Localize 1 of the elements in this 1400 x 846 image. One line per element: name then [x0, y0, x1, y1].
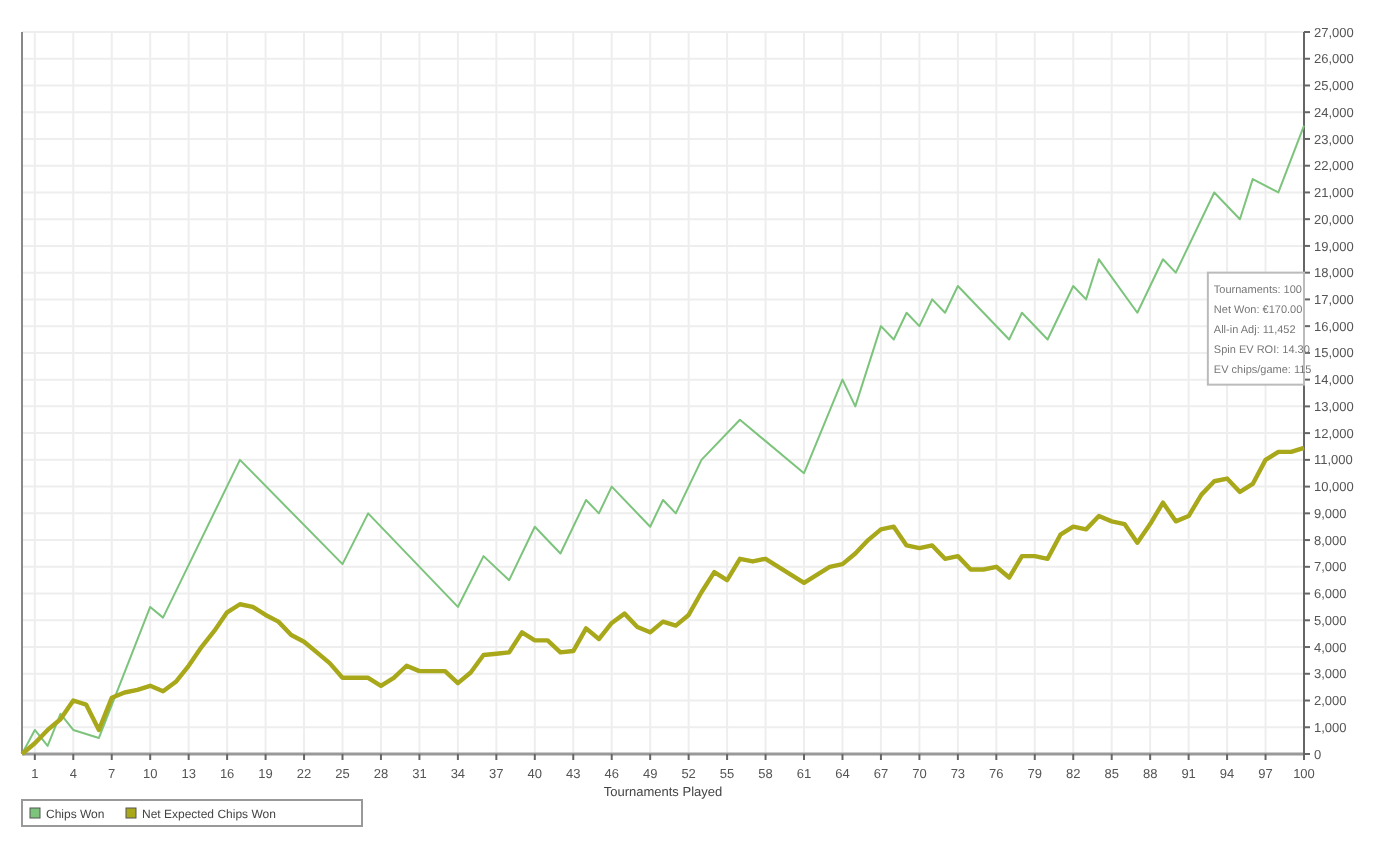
line-series	[19, 445, 1307, 757]
